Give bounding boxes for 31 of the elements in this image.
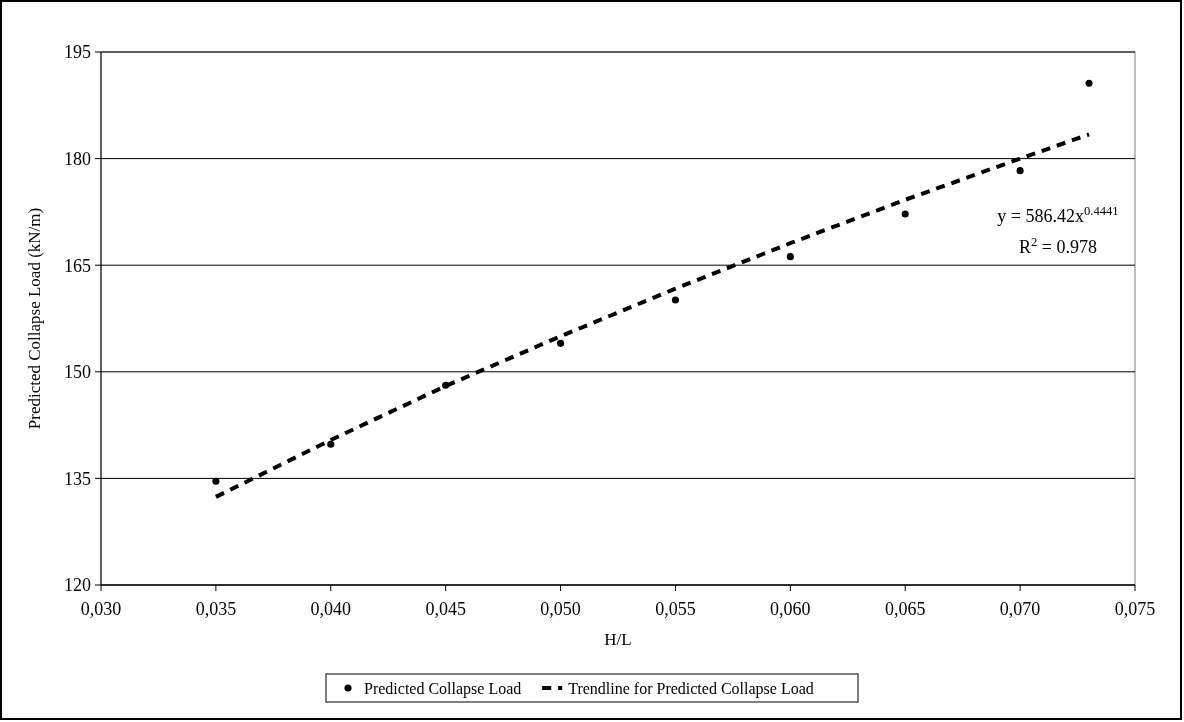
y-tick-label: 195 — [64, 42, 91, 63]
point — [1085, 79, 1093, 87]
x-tick-label: 0,030 — [80, 599, 122, 619]
point — [901, 210, 909, 218]
y-axis-title: Predicted Collapse Load (kN/m) — [25, 207, 44, 430]
annotation: R$^{2}$ = 0.978 — [1019, 235, 1097, 257]
legend-label: Predicted Collapse Load — [364, 679, 522, 698]
point — [1016, 167, 1024, 175]
y-tick-label: 165 — [64, 255, 91, 276]
point — [786, 253, 794, 261]
x-tick-label: 0,065 — [884, 599, 926, 619]
x-tick-label: 0,040 — [310, 599, 352, 619]
x-tick-label: 0,035 — [195, 599, 237, 619]
x-tick-label: 0,060 — [770, 599, 811, 619]
y-tick-label: 150 — [64, 362, 91, 383]
y-tick-label: 135 — [64, 468, 91, 489]
point — [671, 296, 680, 304]
x-tick-label: 0,050 — [540, 599, 581, 619]
x-axis-title: H/L — [604, 630, 632, 649]
x-tick-label: 0,075 — [1114, 599, 1156, 619]
y-tick-label: 120 — [64, 575, 91, 596]
y-tick-label: 180 — [64, 148, 91, 169]
x-tick-label: 0,070 — [999, 599, 1041, 619]
point — [327, 440, 335, 448]
x-tick-label: 0,045 — [425, 599, 466, 619]
legend-label: Trendline for Predicted Collapse Load — [568, 679, 814, 698]
point — [442, 381, 450, 389]
point — [556, 339, 565, 347]
x-tick-label: 0,055 — [655, 599, 696, 619]
annotation: y = 586.42x$^{0.4441}$ — [997, 204, 1119, 226]
point — [212, 477, 220, 485]
